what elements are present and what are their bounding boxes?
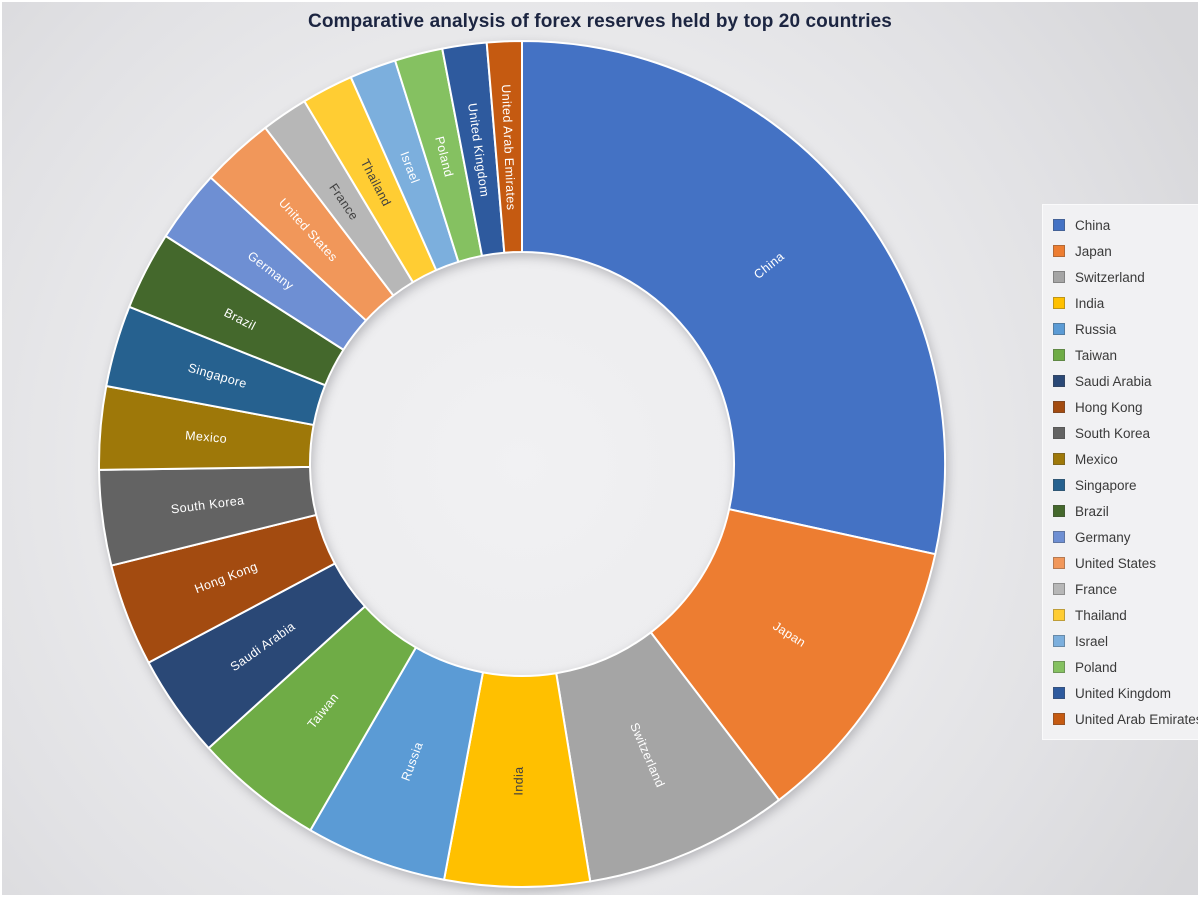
legend-label: France xyxy=(1075,581,1118,597)
legend-item-brazil: Brazil xyxy=(1053,498,1198,524)
legend-swatch-saudi-arabia xyxy=(1053,375,1065,387)
legend-label: Japan xyxy=(1075,243,1112,259)
legend-swatch-united-arab-emirates xyxy=(1053,713,1065,725)
legend-label: Mexico xyxy=(1075,451,1118,467)
slice-label-india: India xyxy=(511,766,525,795)
legend-swatch-poland xyxy=(1053,661,1065,673)
legend-swatch-singapore xyxy=(1053,479,1065,491)
legend-swatch-india xyxy=(1053,297,1065,309)
legend-item-poland: Poland xyxy=(1053,654,1198,680)
legend-label: Brazil xyxy=(1075,503,1109,519)
legend-item-switzerland: Switzerland xyxy=(1053,264,1198,290)
legend-swatch-united-states xyxy=(1053,557,1065,569)
donut-slice-china xyxy=(521,40,946,556)
legend-item-united-arab-emirates: United Arab Emirates xyxy=(1053,706,1198,732)
legend-item-germany: Germany xyxy=(1053,524,1198,550)
legend-label: Singapore xyxy=(1075,477,1137,493)
legend: China Japan Switzerland India Russia Taiwan Sa… xyxy=(1042,204,1198,740)
legend-item-japan: Japan xyxy=(1053,238,1198,264)
legend-item-france: France xyxy=(1053,576,1198,602)
legend-swatch-south-korea xyxy=(1053,427,1065,439)
legend-item-israel: Israel xyxy=(1053,628,1198,654)
legend-item-united-kingdom: United Kingdom xyxy=(1053,680,1198,706)
legend-item-hong-kong: Hong Kong xyxy=(1053,394,1198,420)
legend-item-singapore: Singapore xyxy=(1053,472,1198,498)
legend-label: India xyxy=(1075,295,1105,311)
legend-label: Switzerland xyxy=(1075,269,1145,285)
donut-slice-japan xyxy=(649,508,937,802)
legend-item-china: China xyxy=(1053,212,1198,238)
legend-swatch-brazil xyxy=(1053,505,1065,517)
legend-label: Hong Kong xyxy=(1075,399,1143,415)
legend-item-mexico: Mexico xyxy=(1053,446,1198,472)
legend-swatch-france xyxy=(1053,583,1065,595)
legend-swatch-germany xyxy=(1053,531,1065,543)
legend-swatch-thailand xyxy=(1053,609,1065,621)
legend-swatch-japan xyxy=(1053,245,1065,257)
legend-label: Taiwan xyxy=(1075,347,1118,363)
legend-item-saudi-arabia: Saudi Arabia xyxy=(1053,368,1198,394)
legend-label: United Arab Emirates xyxy=(1075,711,1200,727)
legend-swatch-israel xyxy=(1053,635,1065,647)
donut-slice-united-arab-emirates xyxy=(485,40,523,254)
legend-swatch-taiwan xyxy=(1053,349,1065,361)
legend-label: Israel xyxy=(1075,633,1109,649)
chart-title: Comparative analysis of forex reserves h… xyxy=(308,11,892,32)
legend-label: Russia xyxy=(1075,321,1117,337)
legend-label: China xyxy=(1075,217,1111,233)
legend-label: United States xyxy=(1075,555,1157,571)
slice-label-mexico: Mexico xyxy=(185,428,228,446)
legend-label: United Kingdom xyxy=(1075,685,1172,701)
legend-label: Saudi Arabia xyxy=(1075,373,1152,389)
legend-item-india: India xyxy=(1053,290,1198,316)
legend-item-united-states: United States xyxy=(1053,550,1198,576)
legend-label: Germany xyxy=(1075,529,1131,545)
legend-swatch-russia xyxy=(1053,323,1065,335)
legend-swatch-hong-kong xyxy=(1053,401,1065,413)
legend-item-thailand: Thailand xyxy=(1053,602,1198,628)
legend-item-south-korea: South Korea xyxy=(1053,420,1198,446)
legend-label: Poland xyxy=(1075,659,1118,675)
legend-swatch-switzerland xyxy=(1053,271,1065,283)
legend-item-taiwan: Taiwan xyxy=(1053,342,1198,368)
legend-swatch-china xyxy=(1053,219,1065,231)
legend-label: Thailand xyxy=(1075,607,1127,623)
legend-swatch-mexico xyxy=(1053,453,1065,465)
legend-item-russia: Russia xyxy=(1053,316,1198,342)
slice-label-united-arab-emirates: United Arab Emirates xyxy=(499,84,518,211)
legend-swatch-united-kingdom xyxy=(1053,687,1065,699)
legend-label: South Korea xyxy=(1075,425,1151,441)
